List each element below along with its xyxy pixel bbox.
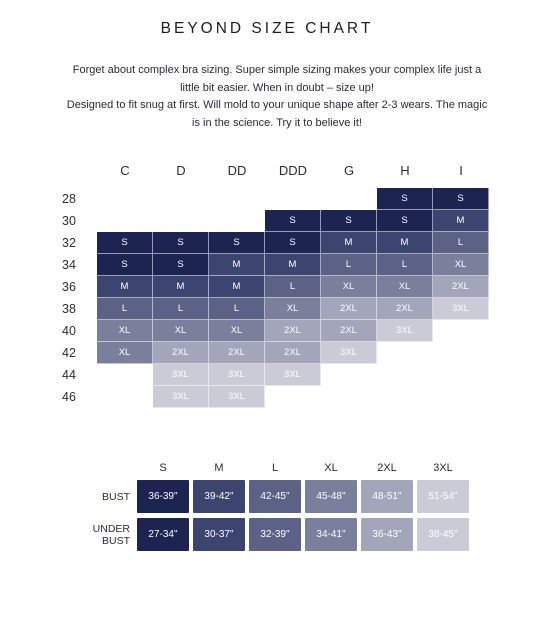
size-cell: M: [153, 276, 209, 298]
size-cell: M: [209, 254, 265, 276]
cup-header-dd: DD: [227, 163, 247, 178]
measure-cell: 42-45": [249, 480, 301, 513]
size-cell: 3XL: [321, 342, 377, 364]
measure-cell: 27-34": [137, 518, 189, 551]
size-cell: M: [433, 210, 489, 232]
band-header-28: 28: [62, 192, 76, 206]
size-cell: XL: [97, 320, 153, 342]
size-cell: 2XL: [265, 342, 321, 364]
measure-row-label-line: BUST: [101, 534, 130, 547]
size-cell: M: [97, 276, 153, 298]
size-cell: S: [97, 232, 153, 254]
size-cell: XL: [265, 298, 321, 320]
measure-cell: 51-54": [417, 480, 469, 513]
measure-size-header: M: [214, 462, 224, 474]
size-cell: S: [265, 232, 321, 254]
band-header-32: 32: [62, 236, 76, 250]
measure-size-header: XL: [324, 462, 338, 474]
size-cell: XL: [153, 320, 209, 342]
cup-header-d: D: [176, 163, 186, 178]
measure-size-header: 2XL: [377, 462, 397, 474]
size-cell: S: [153, 232, 209, 254]
size-cell: L: [153, 298, 209, 320]
measure-row-label-line: BUST: [101, 490, 130, 503]
intro-text: Forget about complex bra sizing. Super s…: [62, 62, 492, 132]
band-header-42: 42: [62, 346, 76, 360]
size-cell: 3XL: [433, 298, 489, 320]
band-header-46: 46: [62, 390, 76, 404]
size-cell: S: [377, 210, 433, 232]
measure-cell: 30-37": [193, 518, 245, 551]
band-header-44: 44: [62, 368, 76, 382]
band-header-30: 30: [62, 214, 76, 228]
size-cell: S: [433, 188, 489, 210]
size-cell: S: [209, 232, 265, 254]
measure-cell: 45-48": [305, 480, 357, 513]
measure-row-label-line: UNDER: [92, 522, 130, 535]
size-cell: XL: [97, 342, 153, 364]
band-header-34: 34: [62, 258, 76, 272]
measure-size-header: S: [159, 462, 167, 474]
intro-paragraph-1: Forget about complex bra sizing. Super s…: [72, 64, 482, 94]
measure-row-label: BUST: [78, 491, 130, 503]
size-cell: M: [321, 232, 377, 254]
size-cell: L: [209, 298, 265, 320]
band-header-38: 38: [62, 302, 76, 316]
size-cell: 3XL: [265, 364, 321, 386]
size-cell: XL: [377, 276, 433, 298]
measure-cell: 34-41": [305, 518, 357, 551]
measure-cell: 36-43": [361, 518, 413, 551]
size-cell: S: [377, 188, 433, 210]
measure-size-header: 3XL: [433, 462, 453, 474]
size-cell: L: [433, 232, 489, 254]
size-cell: 3XL: [153, 386, 209, 408]
measure-cell: 48-51": [361, 480, 413, 513]
size-cell: 2XL: [153, 342, 209, 364]
size-cell: M: [265, 254, 321, 276]
cup-header-ddd: DDD: [278, 163, 308, 178]
size-cell: 3XL: [153, 364, 209, 386]
cup-header-h: H: [400, 163, 410, 178]
band-header-40: 40: [62, 324, 76, 338]
size-cell: M: [209, 276, 265, 298]
measure-cell: 39-42": [193, 480, 245, 513]
size-cell: S: [97, 254, 153, 276]
size-cell: 3XL: [209, 364, 265, 386]
size-cell: L: [321, 254, 377, 276]
cup-header-i: I: [459, 163, 463, 178]
size-cell: L: [265, 276, 321, 298]
size-cell: 3XL: [377, 320, 433, 342]
size-cell: 2XL: [265, 320, 321, 342]
measure-cell: 32-39": [249, 518, 301, 551]
size-cell: L: [97, 298, 153, 320]
cup-header-c: C: [120, 163, 130, 178]
size-cell: 2XL: [321, 298, 377, 320]
size-cell: XL: [321, 276, 377, 298]
size-cell: S: [321, 210, 377, 232]
band-header-36: 36: [62, 280, 76, 294]
size-cell: 2XL: [321, 320, 377, 342]
size-cell: M: [377, 232, 433, 254]
measure-row-label: UNDER BUST: [78, 523, 130, 547]
measure-cell: 38-45": [417, 518, 469, 551]
size-cell: XL: [433, 254, 489, 276]
page-title: BEYOND SIZE CHART: [160, 20, 374, 37]
size-cell: XL: [209, 320, 265, 342]
size-cell: L: [377, 254, 433, 276]
size-cell: 2XL: [377, 298, 433, 320]
measure-cell: 36-39": [137, 480, 189, 513]
intro-paragraph-2: Designed to fit snug at first. Will mold…: [66, 99, 488, 129]
size-cell: 2XL: [209, 342, 265, 364]
cup-header-g: G: [343, 163, 355, 178]
size-cell: S: [153, 254, 209, 276]
measure-size-header: L: [271, 462, 279, 474]
size-cell: S: [265, 210, 321, 232]
size-cell: 3XL: [209, 386, 265, 408]
size-cell: 2XL: [433, 276, 489, 298]
